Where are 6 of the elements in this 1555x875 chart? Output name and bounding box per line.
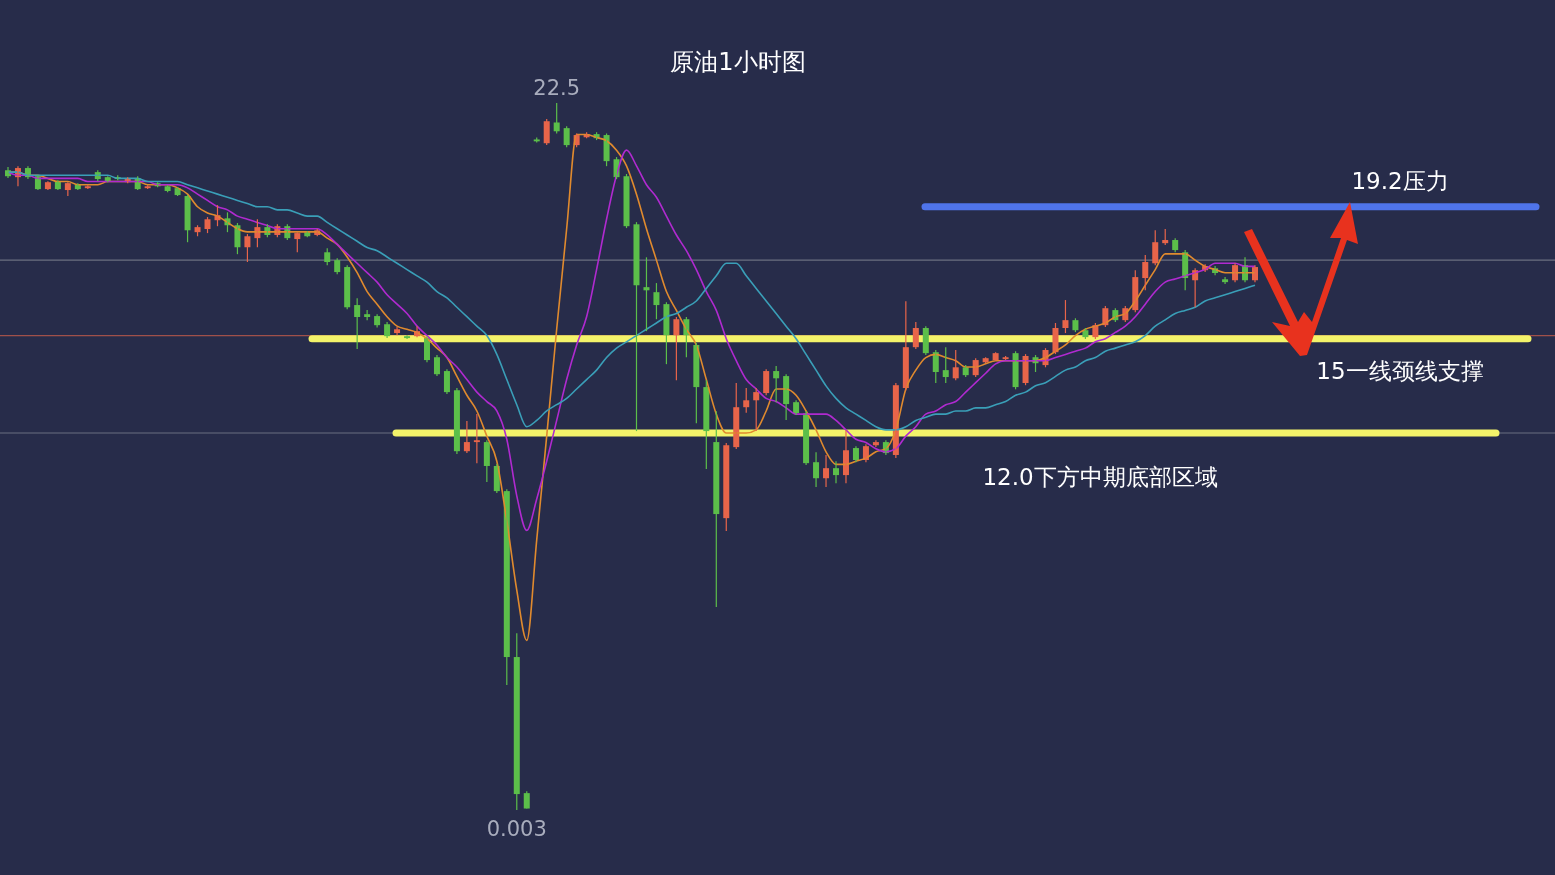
chart-title: 原油1小时图	[670, 48, 806, 76]
annotation: 22.5	[533, 76, 581, 100]
ref-line-label: 12.0下方中期底部区域	[982, 463, 1218, 490]
ref-line-label: 15一线颈线支撑	[1316, 357, 1484, 384]
ref-line-label: 19.2压力	[1351, 167, 1449, 194]
annotation: 0.003	[486, 817, 547, 841]
